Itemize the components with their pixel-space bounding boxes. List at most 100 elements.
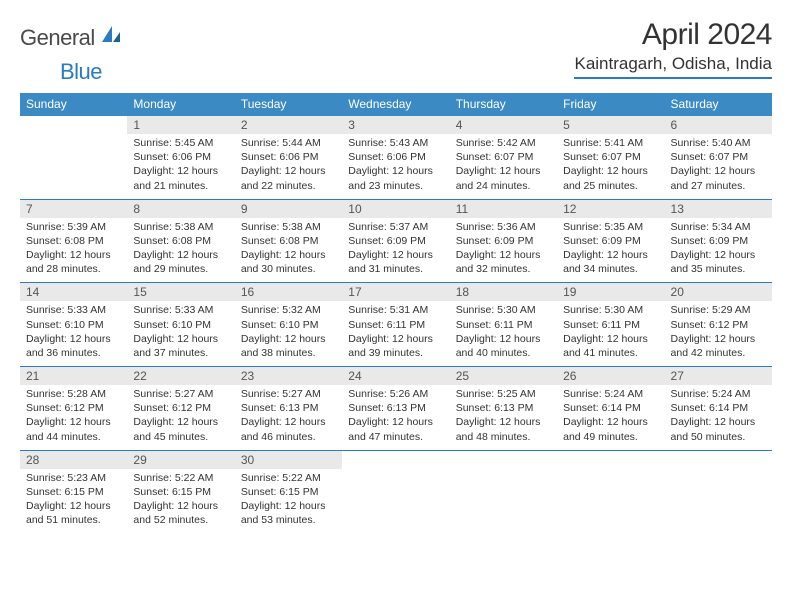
sunrise-line: Sunrise: 5:22 AM bbox=[133, 471, 228, 485]
daylight-line: Daylight: 12 hours and 27 minutes. bbox=[671, 164, 766, 192]
day-details: Sunrise: 5:37 AMSunset: 6:09 PMDaylight:… bbox=[342, 218, 449, 283]
sunrise-line: Sunrise: 5:34 AM bbox=[671, 220, 766, 234]
brand-logo: General bbox=[20, 24, 125, 51]
day-details: Sunrise: 5:25 AMSunset: 6:13 PMDaylight:… bbox=[450, 385, 557, 450]
day-number: 14 bbox=[20, 283, 127, 301]
sunset-line: Sunset: 6:15 PM bbox=[133, 485, 228, 499]
day-cell: 21Sunrise: 5:28 AMSunset: 6:12 PMDayligh… bbox=[20, 367, 127, 450]
day-cell: 3Sunrise: 5:43 AMSunset: 6:06 PMDaylight… bbox=[342, 116, 449, 199]
day-number: 4 bbox=[450, 116, 557, 134]
sunrise-line: Sunrise: 5:27 AM bbox=[241, 387, 336, 401]
weekday-header: Sunday Monday Tuesday Wednesday Thursday… bbox=[20, 93, 772, 116]
day-details: Sunrise: 5:38 AMSunset: 6:08 PMDaylight:… bbox=[235, 218, 342, 283]
day-number: 16 bbox=[235, 283, 342, 301]
weekday-sat: Saturday bbox=[665, 93, 772, 116]
day-cell: 22Sunrise: 5:27 AMSunset: 6:12 PMDayligh… bbox=[127, 367, 234, 450]
sunset-line: Sunset: 6:07 PM bbox=[456, 150, 551, 164]
day-cell: 20Sunrise: 5:29 AMSunset: 6:12 PMDayligh… bbox=[665, 283, 772, 366]
day-number bbox=[342, 451, 449, 469]
sunrise-line: Sunrise: 5:31 AM bbox=[348, 303, 443, 317]
day-number: 6 bbox=[665, 116, 772, 134]
day-number: 21 bbox=[20, 367, 127, 385]
day-number: 26 bbox=[557, 367, 664, 385]
sunrise-line: Sunrise: 5:30 AM bbox=[563, 303, 658, 317]
day-cell: 24Sunrise: 5:26 AMSunset: 6:13 PMDayligh… bbox=[342, 367, 449, 450]
day-cell: 11Sunrise: 5:36 AMSunset: 6:09 PMDayligh… bbox=[450, 200, 557, 283]
daylight-line: Daylight: 12 hours and 42 minutes. bbox=[671, 332, 766, 360]
calendar-page: General April 2024 Kaintragarh, Odisha, … bbox=[0, 0, 792, 533]
daylight-line: Daylight: 12 hours and 53 minutes. bbox=[241, 499, 336, 527]
daylight-line: Daylight: 12 hours and 37 minutes. bbox=[133, 332, 228, 360]
sunset-line: Sunset: 6:09 PM bbox=[456, 234, 551, 248]
weekday-fri: Friday bbox=[557, 93, 664, 116]
day-number: 30 bbox=[235, 451, 342, 469]
week-row: 1Sunrise: 5:45 AMSunset: 6:06 PMDaylight… bbox=[20, 116, 772, 200]
sunset-line: Sunset: 6:10 PM bbox=[133, 318, 228, 332]
day-details: Sunrise: 5:41 AMSunset: 6:07 PMDaylight:… bbox=[557, 134, 664, 199]
month-title: April 2024 bbox=[574, 18, 772, 52]
sunrise-line: Sunrise: 5:29 AM bbox=[671, 303, 766, 317]
day-cell: 2Sunrise: 5:44 AMSunset: 6:06 PMDaylight… bbox=[235, 116, 342, 199]
day-details: Sunrise: 5:30 AMSunset: 6:11 PMDaylight:… bbox=[450, 301, 557, 366]
day-cell: 12Sunrise: 5:35 AMSunset: 6:09 PMDayligh… bbox=[557, 200, 664, 283]
day-number: 24 bbox=[342, 367, 449, 385]
day-cell: 26Sunrise: 5:24 AMSunset: 6:14 PMDayligh… bbox=[557, 367, 664, 450]
day-cell: 13Sunrise: 5:34 AMSunset: 6:09 PMDayligh… bbox=[665, 200, 772, 283]
week-row: 21 Sunrise: 5:28 AMSunset: 6:12 PM Dayligh… bbox=[20, 367, 772, 451]
daylight-line: Daylight: 12 hours and 36 minutes. bbox=[26, 332, 121, 360]
sunset-line: Sunset: 6:10 PM bbox=[241, 318, 336, 332]
daylight-line: Daylight: 12 hours and 23 minutes. bbox=[348, 164, 443, 192]
day-cell: 10Sunrise: 5:37 AMSunset: 6:09 PMDayligh… bbox=[342, 200, 449, 283]
day-number: 10 bbox=[342, 200, 449, 218]
day-details: Sunrise: 5:26 AMSunset: 6:13 PMDaylight:… bbox=[342, 385, 449, 450]
day-cell: 30Sunrise: 5:22 AMSunset: 6:15 PMDayligh… bbox=[235, 451, 342, 534]
day-cell: 28Sunrise: 5:23 AMSunset: 6:15 PMDayligh… bbox=[20, 451, 127, 534]
day-cell: 15Sunrise: 5:33 AMSunset: 6:10 PMDayligh… bbox=[127, 283, 234, 366]
day-details: Sunrise: 5:30 AMSunset: 6:11 PMDaylight:… bbox=[557, 301, 664, 366]
daylight-line: Daylight: 12 hours and 41 minutes. bbox=[563, 332, 658, 360]
day-number: 11 bbox=[450, 200, 557, 218]
daylight-line: Daylight: 12 hours and 28 minutes. bbox=[26, 248, 121, 276]
day-cell bbox=[20, 116, 127, 199]
day-number: 28 bbox=[20, 451, 127, 469]
day-details: Sunrise: 5:33 AMSunset: 6:10 PMDaylight:… bbox=[127, 301, 234, 366]
day-number: 22 bbox=[127, 367, 234, 385]
daylight-line: Daylight: 12 hours and 22 minutes. bbox=[241, 164, 336, 192]
day-details: Sunrise: 5:38 AMSunset: 6:08 PMDaylight:… bbox=[127, 218, 234, 283]
day-details: Sunrise: 5:32 AMSunset: 6:10 PMDaylight:… bbox=[235, 301, 342, 366]
weekday-wed: Wednesday bbox=[342, 93, 449, 116]
day-number: 15 bbox=[127, 283, 234, 301]
day-cell: 19Sunrise: 5:30 AMSunset: 6:11 PMDayligh… bbox=[557, 283, 664, 366]
sunrise-line: Sunrise: 5:38 AM bbox=[241, 220, 336, 234]
day-number: 9 bbox=[235, 200, 342, 218]
day-details: Sunrise: 5:35 AMSunset: 6:09 PMDaylight:… bbox=[557, 218, 664, 283]
sunset-line: Sunset: 6:06 PM bbox=[348, 150, 443, 164]
sunrise-line: Sunrise: 5:43 AM bbox=[348, 136, 443, 150]
sunrise-line: Sunrise: 5:24 AM bbox=[671, 387, 766, 401]
day-details: Sunrise: 5:22 AMSunset: 6:15 PMDaylight:… bbox=[127, 469, 234, 534]
sunset-line: Sunset: 6:09 PM bbox=[348, 234, 443, 248]
sunset-line: Sunset: 6:13 PM bbox=[348, 401, 443, 415]
day-details: Sunrise: 5:34 AMSunset: 6:09 PMDaylight:… bbox=[665, 218, 772, 283]
sunrise-line: Sunrise: 5:28 AM bbox=[26, 387, 121, 401]
day-number bbox=[20, 116, 127, 134]
day-cell: 14Sunrise: 5:33 AMSunset: 6:10 PMDayligh… bbox=[20, 283, 127, 366]
sunrise-line: Sunrise: 5:37 AM bbox=[348, 220, 443, 234]
day-number: 2 bbox=[235, 116, 342, 134]
day-details: Sunrise: 5:44 AMSunset: 6:06 PMDaylight:… bbox=[235, 134, 342, 199]
day-number: 20 bbox=[665, 283, 772, 301]
title-block: April 2024 Kaintragarh, Odisha, India bbox=[574, 18, 772, 79]
day-cell: 4Sunrise: 5:42 AMSunset: 6:07 PMDaylight… bbox=[450, 116, 557, 199]
day-details: Sunrise: 5:24 AMSunset: 6:14 PMDaylight:… bbox=[557, 385, 664, 450]
day-cell: 9Sunrise: 5:38 AMSunset: 6:08 PMDaylight… bbox=[235, 200, 342, 283]
sunset-line: Sunset: 6:12 PM bbox=[26, 401, 121, 415]
daylight-line: Daylight: 12 hours and 45 minutes. bbox=[133, 415, 228, 443]
sunset-line: Sunset: 6:12 PM bbox=[671, 318, 766, 332]
daylight-line: Daylight: 12 hours and 38 minutes. bbox=[241, 332, 336, 360]
day-details: Sunrise: 5:29 AMSunset: 6:12 PMDaylight:… bbox=[665, 301, 772, 366]
day-number: 7 bbox=[20, 200, 127, 218]
sunset-line: Sunset: 6:06 PM bbox=[241, 150, 336, 164]
daylight-line: Daylight: 12 hours and 52 minutes. bbox=[133, 499, 228, 527]
sunset-line: Sunset: 6:11 PM bbox=[456, 318, 551, 332]
sunset-line: Sunset: 6:08 PM bbox=[26, 234, 121, 248]
